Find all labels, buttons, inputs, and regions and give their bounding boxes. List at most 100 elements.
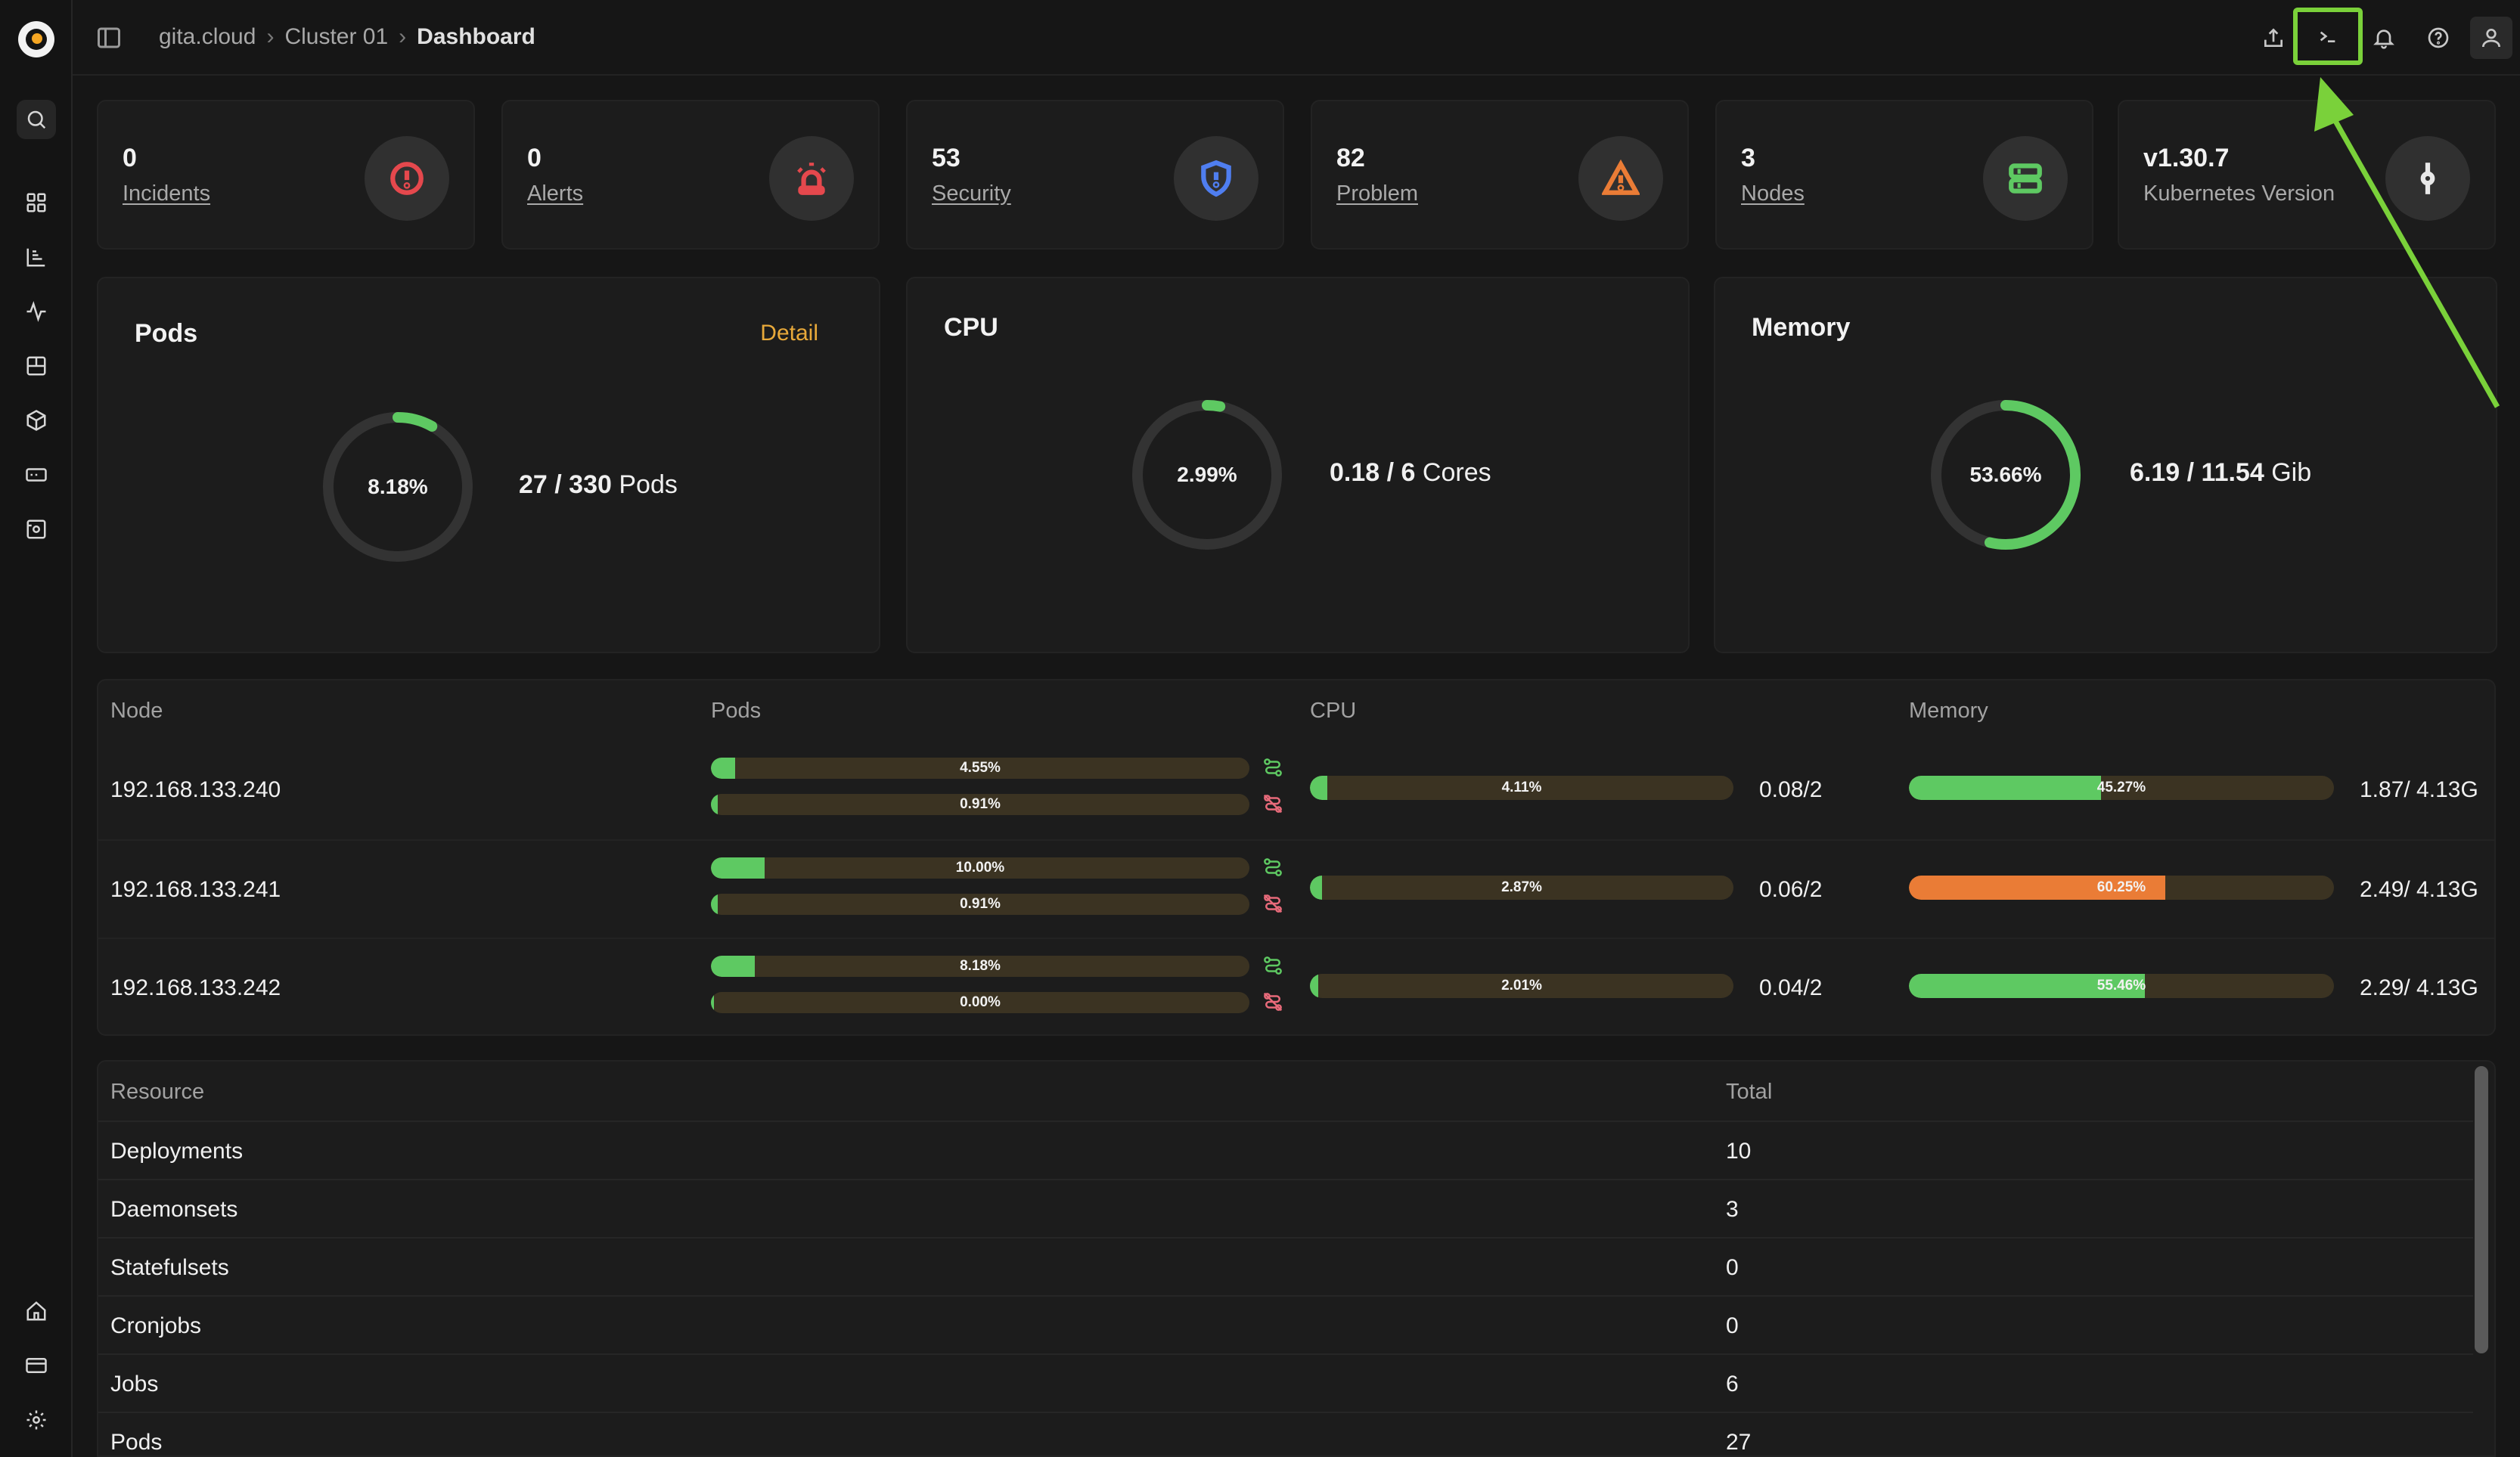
resource-total: 27	[1726, 1430, 1752, 1455]
bar-label: 0.91%	[960, 796, 1001, 812]
activity-icon[interactable]	[21, 296, 51, 327]
running-pods-icon	[1262, 954, 1284, 977]
workload-icon[interactable]	[21, 351, 51, 381]
pods-failed-bar: 0.91%	[711, 794, 1249, 815]
search-icon[interactable]	[17, 100, 56, 139]
siren-icon	[769, 136, 854, 221]
failed-pods-icon	[1262, 792, 1284, 815]
table-row[interactable]: Deployments 10	[98, 1121, 2473, 1179]
table-row[interactable]: Jobs 6	[98, 1353, 2473, 1412]
stat-value: 82	[1336, 144, 1365, 172]
help-icon[interactable]	[2422, 21, 2455, 54]
cube-icon[interactable]	[21, 405, 51, 436]
gauge-fill	[1132, 400, 1282, 550]
node-ip[interactable]: 192.168.133.240	[110, 777, 281, 802]
memory-value: 2.49/ 4.13G	[2360, 877, 2478, 902]
resource-name[interactable]: Daemonsets	[110, 1197, 238, 1222]
unit: Pods	[619, 470, 678, 499]
bar-label: 8.18%	[960, 958, 1001, 974]
storage-icon[interactable]	[21, 514, 51, 544]
cpu-card: CPU 2.99% 0.18 / 6 Cores	[906, 277, 1690, 653]
table-row[interactable]: Daemonsets 3	[98, 1179, 2473, 1237]
stat-card-nodes: 3 Nodes	[1715, 100, 2093, 250]
nodes-link[interactable]: Nodes	[1741, 181, 1805, 206]
stat-card-incidents: 0 Incidents	[97, 100, 475, 250]
cpu-bar: 4.11%	[1310, 776, 1733, 800]
resource-name[interactable]: Statefulsets	[110, 1255, 229, 1280]
grid-icon[interactable]	[21, 188, 51, 218]
card-icon[interactable]	[21, 1350, 51, 1381]
breadcrumb: gita.cloud › Cluster 01 › Dashboard	[159, 24, 535, 50]
security-link[interactable]: Security	[932, 181, 1011, 206]
stat-card-alerts: 0 Alerts	[501, 100, 880, 250]
kubernetes-version-label: Kubernetes Version	[2143, 181, 2335, 206]
breadcrumb-root[interactable]: gita.cloud	[159, 24, 256, 49]
bar-fill	[1310, 876, 1323, 900]
bar-fill	[711, 758, 736, 779]
resource-name[interactable]: Cronjobs	[110, 1313, 202, 1338]
stat-card-security: 53 Security	[906, 100, 1284, 250]
alerts-link[interactable]: Alerts	[527, 181, 584, 206]
bell-icon[interactable]	[2367, 21, 2401, 54]
table-row[interactable]: 192.168.133.240 4.55% 0.91% 4.11% 0.08/2 45.2…	[98, 741, 2494, 839]
logo-icon[interactable]	[18, 21, 54, 57]
table-row[interactable]: Pods 27	[98, 1412, 2473, 1455]
terminal-icon[interactable]	[2293, 8, 2363, 65]
node-ip[interactable]: 192.168.133.241	[110, 877, 281, 902]
memory-card: Memory 53.66% 6.19 / 11.54 Gib	[1714, 277, 2497, 653]
resource-name[interactable]: Deployments	[110, 1139, 244, 1164]
cpu-value: 0.04/2	[1759, 975, 1823, 1000]
table-row[interactable]: Statefulsets 0	[98, 1237, 2473, 1295]
failed-pods-icon	[1262, 990, 1284, 1013]
bar-fill	[711, 857, 765, 879]
resource-total: 10	[1726, 1139, 1752, 1164]
running-pods-icon	[1262, 756, 1284, 779]
gauge-value: 27 / 330 Pods	[519, 470, 678, 499]
breadcrumb-cluster[interactable]: Cluster 01	[284, 24, 389, 49]
pods-running-bar: 8.18%	[711, 956, 1249, 977]
pods-failed-bar: 0.91%	[711, 894, 1249, 915]
chevron-right-icon: ›	[266, 24, 275, 49]
problem-link[interactable]: Problem	[1336, 181, 1418, 206]
header-total: Total	[1726, 1080, 1773, 1104]
bar-label: 2.01%	[1501, 978, 1542, 994]
unit: Gib	[2271, 458, 2312, 487]
bar-label: 60.25%	[2096, 879, 2146, 895]
scrollbar[interactable]	[2475, 1066, 2488, 1353]
bar-fill	[711, 794, 718, 815]
table-row[interactable]: 192.168.133.242 8.18% 0.00% 2.01% 0.04/2 55.4…	[98, 938, 2494, 1036]
sidebar-toggle-icon[interactable]	[95, 24, 123, 51]
table-row[interactable]: 192.168.133.241 10.00% 0.91% 2.87% 0.06/2 60.…	[98, 839, 2494, 938]
gauge-fill	[323, 412, 473, 562]
network-icon[interactable]	[21, 460, 51, 490]
resource-total: 6	[1726, 1372, 1739, 1397]
incidents-link[interactable]: Incidents	[123, 181, 211, 206]
bar-label: 4.11%	[1501, 780, 1542, 795]
used-value: 27	[519, 470, 548, 499]
header-cpu: CPU	[1310, 699, 1357, 723]
failed-pods-icon	[1262, 892, 1284, 915]
chart-icon[interactable]	[21, 242, 51, 272]
gauge-percent: 53.66%	[1969, 463, 2042, 486]
total-value: 6	[1401, 458, 1416, 487]
card-title: Pods	[135, 319, 198, 348]
header-pods: Pods	[711, 699, 762, 723]
resource-name[interactable]: Pods	[110, 1430, 163, 1455]
header-memory: Memory	[1909, 699, 1988, 723]
memory-gauge	[1931, 400, 2081, 550]
detail-link[interactable]: Detail	[760, 321, 818, 346]
commit-icon	[2385, 136, 2470, 221]
resource-name[interactable]: Jobs	[110, 1372, 159, 1397]
memory-value: 2.29/ 4.13G	[2360, 975, 2478, 1000]
cpu-bar: 2.87%	[1310, 876, 1733, 900]
node-ip[interactable]: 192.168.133.242	[110, 975, 281, 1000]
gear-icon[interactable]	[21, 1405, 51, 1435]
home-icon[interactable]	[21, 1296, 51, 1326]
table-row[interactable]: Cronjobs 0	[98, 1295, 2473, 1353]
bar-label: 4.55%	[960, 760, 1001, 776]
user-icon[interactable]	[2470, 17, 2512, 59]
pods-gauge	[323, 412, 473, 562]
pods-running-bar: 10.00%	[711, 857, 1249, 879]
gauge-fill	[1931, 400, 2081, 550]
upload-icon[interactable]	[2257, 21, 2290, 54]
